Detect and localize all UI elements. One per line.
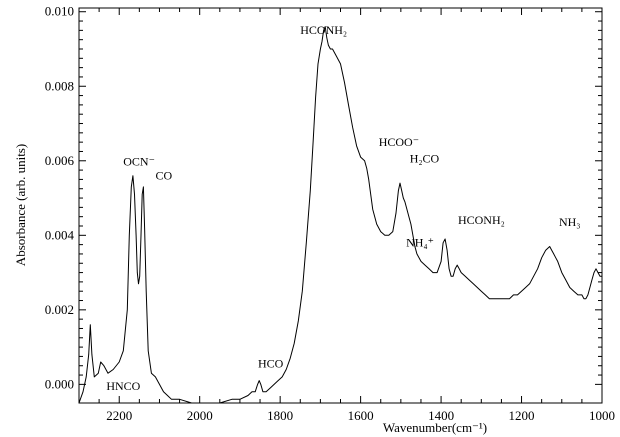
annotations: HCONH₂ OCN⁻CO HCOO⁻ H₂CO NH₄⁺ HCONH₂ NH₃ HCO HNC… [106, 23, 580, 393]
plot-frame [78, 7, 603, 404]
peak-annotation: HCO [258, 357, 284, 371]
x-tick-label: 2200 [106, 408, 132, 423]
y-axis-title: Absorbance (arb. units) [13, 144, 28, 266]
x-tick-label: 1000 [589, 408, 615, 423]
y-tick-label: 0.006 [45, 153, 75, 168]
y-tick-label: 0.010 [45, 4, 74, 19]
plot-border [78, 7, 603, 404]
x-tick-labels: 2200 2000 1800 1600 1400 1200 1000 [106, 408, 615, 423]
x-tick-label: 1200 [509, 408, 535, 423]
peak-annotation: HCONH₂ [458, 213, 505, 227]
peak-annotation: OCN⁻ [123, 154, 155, 168]
y-tick-label: 0.004 [45, 227, 75, 242]
spectrum-line [78, 26, 602, 404]
x-tick-label: 2000 [187, 408, 213, 423]
peak-annotation: H₂CO [410, 152, 440, 166]
peak-annotation: HCONH₂ [300, 23, 347, 37]
peak-annotation: HCOO⁻ [379, 135, 419, 149]
peak-annotation: NH₃ [559, 215, 581, 229]
y-tick-label: 0.000 [45, 376, 74, 391]
peak-annotation: CO [155, 168, 172, 182]
x-tick-label: 1400 [428, 408, 454, 423]
series-group [78, 26, 602, 404]
y-tick-labels: 0.000 0.002 0.004 0.006 0.008 0.010 [45, 4, 75, 392]
x-tick-label: 1600 [348, 408, 374, 423]
x-axis-title: Wavenumber(cm⁻¹) [383, 420, 487, 435]
y-tick-label: 0.008 [45, 78, 74, 93]
peak-annotation: NH₄⁺ [406, 235, 434, 249]
y-tick-label: 0.002 [45, 302, 74, 317]
axis-ticks [78, 8, 603, 403]
x-tick-label: 1800 [267, 408, 293, 423]
peak-annotation: HNCO [106, 379, 140, 393]
